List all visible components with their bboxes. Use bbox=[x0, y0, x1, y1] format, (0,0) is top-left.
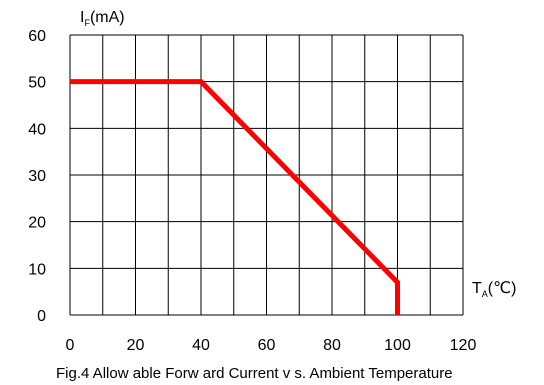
figure-caption: Fig.4 Allow able Forw ard Current v s. A… bbox=[56, 365, 453, 382]
x-axis-title: TA(℃) bbox=[472, 280, 516, 299]
x-tick-label: 80 bbox=[323, 337, 341, 354]
y-tick-labels: 0 10 20 30 40 50 60 bbox=[28, 28, 46, 325]
y-tick-label: 0 bbox=[37, 308, 46, 325]
chart-series bbox=[70, 79, 400, 315]
x-tick-label: 0 bbox=[66, 337, 75, 354]
y-tick-label: 40 bbox=[28, 121, 46, 138]
x-tick-label: 60 bbox=[258, 337, 276, 354]
x-tick-label: 20 bbox=[127, 337, 145, 354]
x-tick-labels: 0 20 40 60 80 100 120 bbox=[66, 337, 477, 354]
x-tick-label: 40 bbox=[192, 337, 210, 354]
y-tick-label: 10 bbox=[28, 261, 46, 278]
y-tick-label: 60 bbox=[28, 28, 46, 45]
y-tick-label: 20 bbox=[28, 215, 46, 232]
y-tick-label: 30 bbox=[28, 168, 46, 185]
x-tick-label: 100 bbox=[384, 337, 411, 354]
y-tick-label: 50 bbox=[28, 75, 46, 92]
chart-grid bbox=[69, 34, 464, 316]
series-line bbox=[70, 79, 400, 315]
y-axis-title: IF(mA) bbox=[80, 9, 125, 28]
x-tick-label: 120 bbox=[450, 337, 477, 354]
